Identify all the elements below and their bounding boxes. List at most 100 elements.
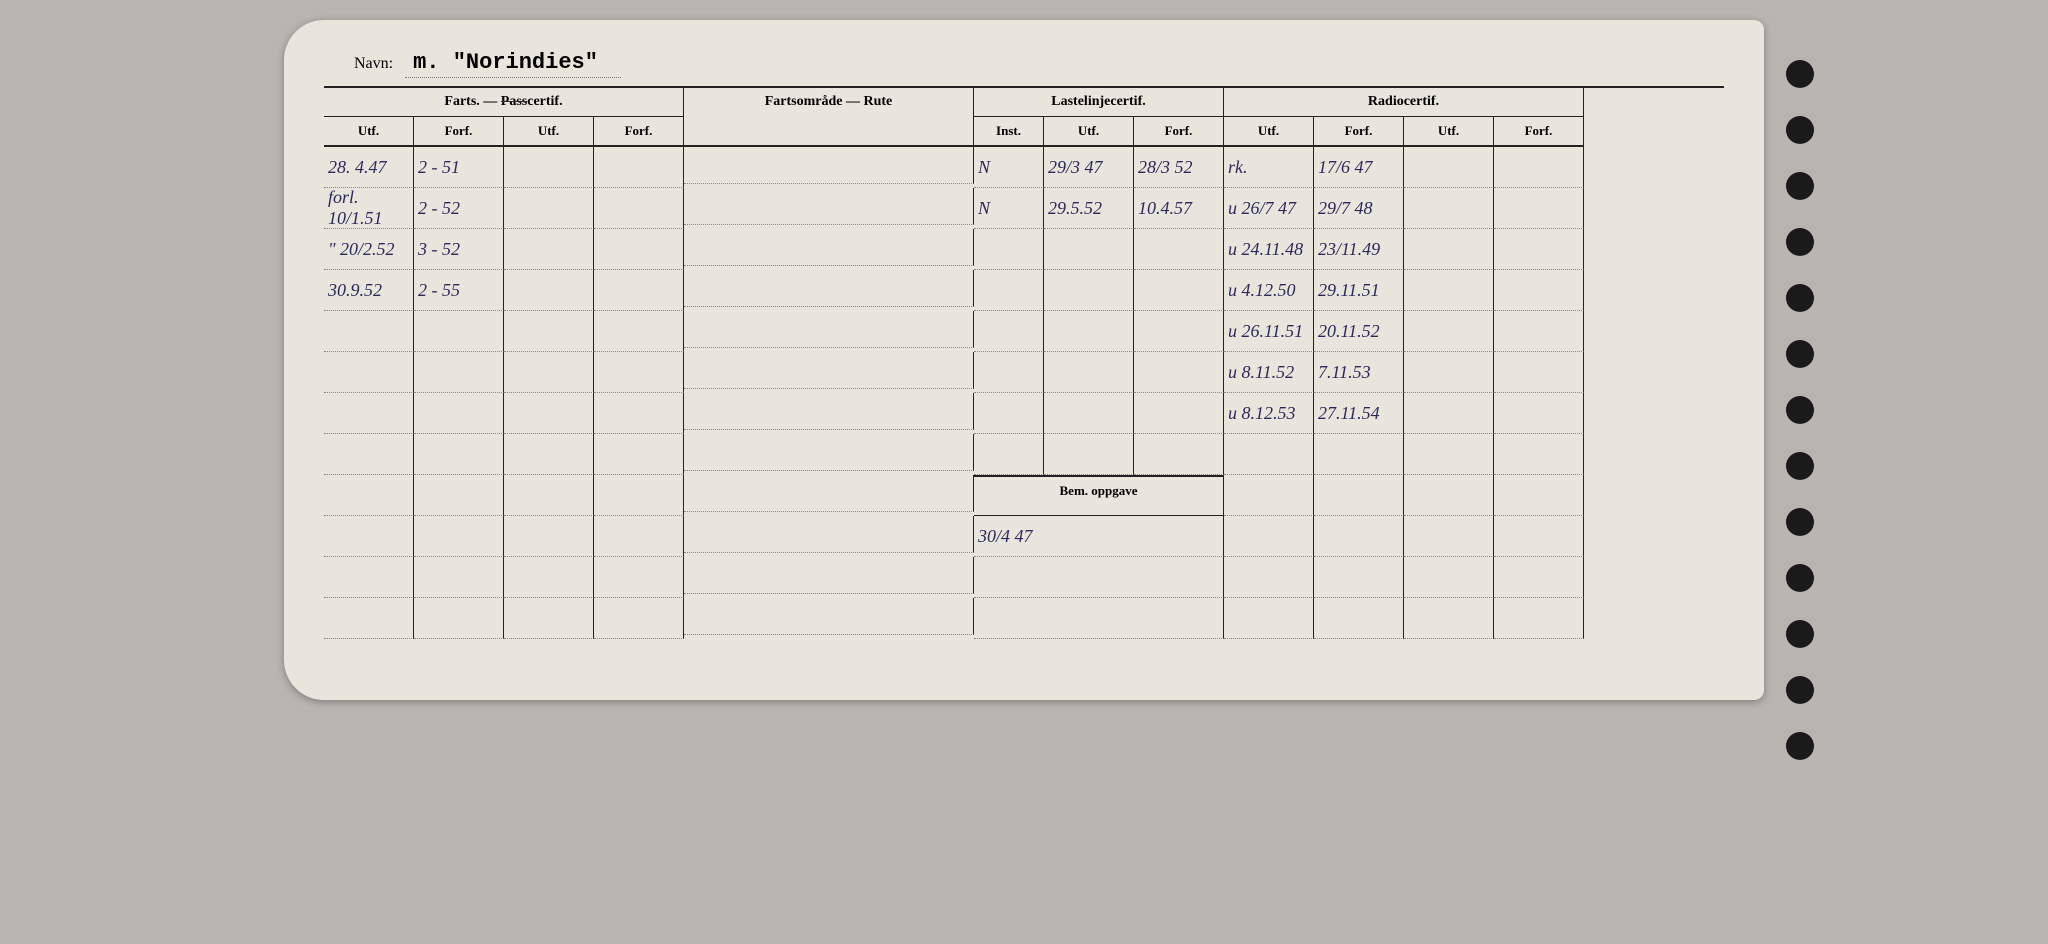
radio-forf: 20.11.52 (1314, 311, 1404, 352)
radio-forf: 27.11.54 (1314, 393, 1404, 434)
laste-forf (1134, 270, 1224, 311)
radio-forf2 (1494, 147, 1584, 188)
farts-utf (324, 557, 414, 598)
punch-holes (1786, 60, 1814, 760)
farts-forf: 2 - 52 (414, 188, 504, 229)
farts-utf2 (504, 270, 594, 311)
bem-header: Bem. oppgave (974, 475, 1224, 516)
route-cell (684, 598, 974, 635)
name-value: m. "Norindies" (405, 50, 621, 78)
laste-utf (1044, 352, 1134, 393)
laste-inst: N (974, 188, 1044, 229)
radio-forf (1314, 475, 1404, 516)
farts-forf: 3 - 52 (414, 229, 504, 270)
hdr-forf-5: Forf. (1494, 117, 1584, 147)
hdr-forf-3: Forf. (1134, 117, 1224, 147)
farts-utf2 (504, 434, 594, 475)
data-grid: Farts. — Passcertif. Fartsområde — Rute … (324, 86, 1724, 639)
punch-hole (1786, 564, 1814, 592)
hdr-forf-4: Forf. (1314, 117, 1404, 147)
farts-utf2 (504, 557, 594, 598)
radio-utf2 (1404, 434, 1494, 475)
route-cell (684, 311, 974, 348)
radio-forf2 (1494, 516, 1584, 557)
laste-forf (1134, 311, 1224, 352)
punch-hole (1786, 620, 1814, 648)
farts-forf (414, 516, 504, 557)
farts-utf: 30.9.52 (324, 270, 414, 311)
farts-forf2 (594, 393, 684, 434)
name-label: Navn: (354, 55, 393, 73)
farts-utf2 (504, 598, 594, 639)
farts-utf2 (504, 516, 594, 557)
laste-utf (1044, 229, 1134, 270)
farts-forf (414, 598, 504, 639)
hdr-rute: Fartsområde — Rute (684, 88, 974, 147)
laste-utf: 29.5.52 (1044, 188, 1134, 229)
record-card: Navn: m. "Norindies" Farts. — Passcertif… (284, 20, 1764, 700)
radio-forf: 7.11.53 (1314, 352, 1404, 393)
farts-forf (414, 311, 504, 352)
radio-utf: u 4.12.50 (1224, 270, 1314, 311)
farts-forf2 (594, 598, 684, 639)
farts-utf2 (504, 393, 594, 434)
punch-hole (1786, 116, 1814, 144)
route-cell (684, 147, 974, 184)
laste-utf (1044, 393, 1134, 434)
laste-utf: 29/3 47 (1044, 147, 1134, 188)
farts-utf (324, 434, 414, 475)
radio-forf (1314, 434, 1404, 475)
bem-value: 30/4 47 (974, 516, 1224, 557)
radio-utf2 (1404, 311, 1494, 352)
radio-forf2 (1494, 311, 1584, 352)
radio-utf2 (1404, 557, 1494, 598)
radio-utf: u 8.11.52 (1224, 352, 1314, 393)
radio-forf2 (1494, 188, 1584, 229)
laste-utf (1044, 270, 1134, 311)
punch-hole (1786, 172, 1814, 200)
laste-inst (974, 270, 1044, 311)
radio-utf (1224, 516, 1314, 557)
hdr-utf-3: Utf. (1044, 117, 1134, 147)
radio-utf (1224, 434, 1314, 475)
radio-forf (1314, 598, 1404, 639)
radio-forf2 (1494, 229, 1584, 270)
laste-inst (974, 311, 1044, 352)
punch-hole (1786, 340, 1814, 368)
hdr-utf-5: Utf. (1404, 117, 1494, 147)
laste-forf (1134, 229, 1224, 270)
route-cell (684, 475, 974, 512)
radio-utf: u 26/7 47 (1224, 188, 1314, 229)
farts-forf (414, 434, 504, 475)
farts-forf (414, 557, 504, 598)
radio-forf: 29.11.51 (1314, 270, 1404, 311)
farts-utf (324, 311, 414, 352)
route-cell (684, 270, 974, 307)
farts-utf (324, 598, 414, 639)
radio-forf (1314, 557, 1404, 598)
radio-forf2 (1494, 352, 1584, 393)
radio-utf2 (1404, 188, 1494, 229)
radio-utf (1224, 598, 1314, 639)
farts-utf (324, 352, 414, 393)
bem-empty (974, 598, 1224, 639)
radio-utf2 (1404, 229, 1494, 270)
laste-forf (1134, 434, 1224, 475)
farts-forf2 (594, 188, 684, 229)
punch-hole (1786, 508, 1814, 536)
punch-hole (1786, 732, 1814, 760)
laste-inst (974, 229, 1044, 270)
laste-inst: N (974, 147, 1044, 188)
laste-utf (1044, 311, 1134, 352)
route-cell (684, 352, 974, 389)
farts-forf2 (594, 311, 684, 352)
hdr-forf-1: Forf. (414, 117, 504, 147)
laste-forf: 10.4.57 (1134, 188, 1224, 229)
farts-forf (414, 352, 504, 393)
farts-forf2 (594, 434, 684, 475)
radio-utf2 (1404, 393, 1494, 434)
radio-forf: 29/7 48 (1314, 188, 1404, 229)
laste-forf (1134, 352, 1224, 393)
hdr-farts: Farts. — Passcertif. (324, 88, 684, 117)
radio-utf2 (1404, 516, 1494, 557)
